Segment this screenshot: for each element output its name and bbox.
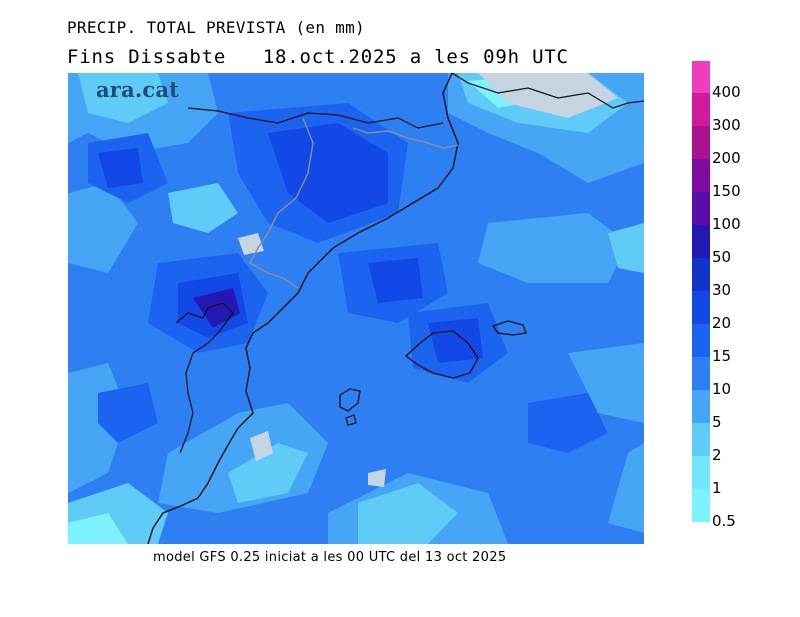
dry-area — [368, 469, 386, 487]
field-2mm — [78, 73, 168, 123]
legend-label: 2 — [712, 446, 722, 464]
coastline — [451, 73, 644, 109]
field-2mm — [358, 483, 458, 544]
legend-label: 1 — [712, 479, 722, 497]
field-1mm — [68, 513, 128, 544]
field-2mm — [608, 223, 644, 273]
legend-swatch — [692, 423, 710, 456]
legend-swatch — [692, 159, 710, 192]
legend-swatch — [692, 225, 710, 258]
field-30mm — [368, 258, 423, 303]
legend-label: 20 — [712, 314, 732, 332]
dry-area — [478, 73, 618, 118]
legend-swatch — [692, 324, 710, 357]
legend-label: 30 — [712, 281, 732, 299]
field-2mm — [228, 443, 308, 503]
legend-swatch — [692, 489, 710, 522]
coastline — [147, 73, 459, 544]
legend-label: 200 — [712, 149, 741, 167]
legend-label: 400 — [712, 83, 741, 101]
field-50mm — [193, 288, 240, 328]
precipitation-map: ara.cat — [68, 73, 644, 544]
field-2mm — [168, 183, 238, 233]
ara-cat-logo: ara.cat — [96, 77, 180, 102]
legend-swatch — [692, 61, 710, 93]
legend-swatch — [692, 192, 710, 225]
legend-swatch — [692, 126, 710, 159]
legend-color-bar — [692, 61, 710, 522]
field-30mm — [98, 148, 143, 188]
field-5mm — [568, 343, 644, 423]
legend-swatch — [692, 390, 710, 423]
island-menorca — [491, 320, 527, 336]
legend-label: 10 — [712, 380, 732, 398]
legend-label: 300 — [712, 116, 741, 134]
field-5mm — [68, 183, 138, 273]
legend-label: 5 — [712, 413, 722, 431]
legend-swatch — [692, 456, 710, 489]
legend-label: 0.5 — [712, 512, 736, 530]
field-30mm — [268, 123, 388, 223]
map-canvas — [68, 73, 644, 544]
map-subtitle: Fins Dissabte 18.oct.2025 a les 09h UTC — [67, 46, 569, 68]
legend-swatch — [692, 258, 710, 291]
island-formentera — [345, 414, 357, 426]
field-30mm — [428, 318, 483, 363]
island-eivissa — [339, 388, 361, 412]
field-15mm — [528, 393, 608, 453]
legend-swatch — [692, 93, 710, 126]
field-5mm — [478, 213, 628, 283]
legend-swatch — [692, 357, 710, 390]
region-border — [352, 127, 459, 149]
field-5mm — [608, 443, 644, 533]
legend-label: 50 — [712, 248, 732, 266]
coastline — [175, 302, 234, 454]
legend-label: 100 — [712, 215, 741, 233]
map-title: PRECIP. TOTAL PREVISTA (en mm) — [67, 18, 365, 37]
field-15mm — [98, 383, 158, 443]
legend-swatch — [692, 291, 710, 324]
model-caption: model GFS 0.25 iniciat a les 00 UTC del … — [153, 550, 507, 565]
coastline — [187, 107, 444, 129]
legend-label: 15 — [712, 347, 732, 365]
region-border — [249, 117, 314, 289]
legend-label: 150 — [712, 182, 741, 200]
island-mallorca — [404, 330, 479, 379]
dry-area — [250, 431, 273, 461]
